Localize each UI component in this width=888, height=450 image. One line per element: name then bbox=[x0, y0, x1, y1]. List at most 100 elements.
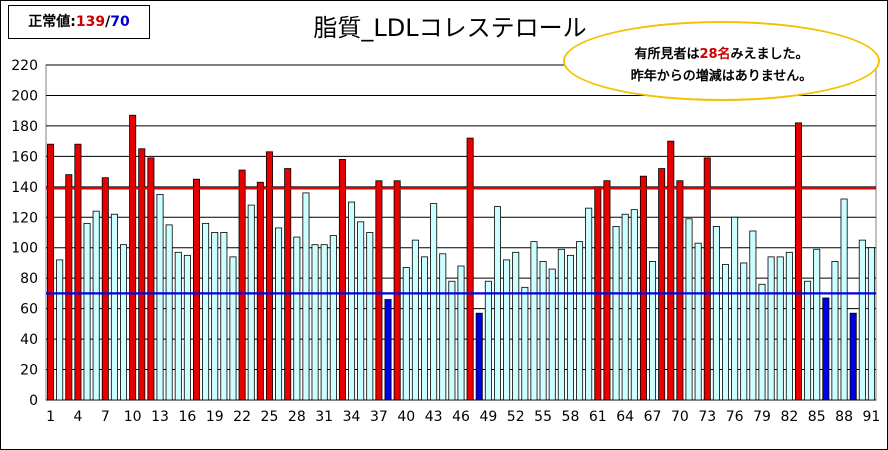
bar bbox=[822, 297, 830, 401]
y-tick-label: 60 bbox=[20, 302, 38, 318]
x-tick-label: 10 bbox=[124, 409, 142, 425]
bar bbox=[466, 137, 474, 401]
bar bbox=[320, 244, 328, 401]
x-tick-label: 82 bbox=[780, 409, 798, 425]
x-tick-label: 52 bbox=[507, 409, 525, 425]
y-tick-label: 120 bbox=[11, 210, 38, 226]
bar bbox=[174, 251, 182, 401]
x-tick-label: 34 bbox=[343, 409, 361, 425]
bar bbox=[366, 232, 374, 401]
normal-value-lower: 70 bbox=[110, 14, 130, 30]
bar bbox=[548, 268, 556, 401]
bar bbox=[658, 168, 666, 401]
bar bbox=[83, 222, 91, 401]
bar bbox=[393, 180, 401, 401]
bar bbox=[338, 159, 346, 401]
bar bbox=[293, 236, 301, 401]
findings-note: 有所見者は28名みえました。 昨年からの増減はありません。 bbox=[563, 21, 880, 101]
bar bbox=[129, 114, 137, 401]
bar bbox=[183, 254, 191, 401]
y-tick-label: 20 bbox=[20, 363, 38, 379]
bar bbox=[603, 180, 611, 401]
note-count: 28名 bbox=[699, 47, 731, 62]
bar bbox=[503, 259, 511, 401]
y-tick-label: 0 bbox=[29, 393, 38, 409]
bar bbox=[867, 247, 875, 401]
bar bbox=[165, 224, 173, 401]
bar bbox=[302, 192, 310, 401]
x-tick-label: 85 bbox=[808, 409, 826, 425]
bar bbox=[749, 230, 757, 401]
bar bbox=[722, 264, 730, 401]
x-tick-label: 46 bbox=[452, 409, 470, 425]
x-tick-label: 28 bbox=[288, 409, 306, 425]
bar bbox=[813, 248, 821, 401]
bar bbox=[667, 140, 675, 401]
bar bbox=[384, 299, 392, 401]
x-tick-label: 88 bbox=[835, 409, 853, 425]
bar bbox=[858, 239, 866, 401]
x-tick-label: 4 bbox=[73, 409, 82, 425]
x-tick-label: 70 bbox=[671, 409, 689, 425]
bar bbox=[275, 227, 283, 401]
y-tick-label: 160 bbox=[11, 149, 38, 165]
x-tick-label: 64 bbox=[616, 409, 634, 425]
bar bbox=[639, 175, 647, 401]
bar bbox=[484, 280, 492, 401]
x-tick-label: 73 bbox=[698, 409, 716, 425]
x-tick-label: 7 bbox=[101, 409, 110, 425]
x-tick-label: 16 bbox=[178, 409, 196, 425]
bar bbox=[329, 235, 337, 401]
bar bbox=[439, 253, 447, 401]
bar bbox=[357, 221, 365, 401]
bar bbox=[348, 201, 356, 401]
bar bbox=[202, 222, 210, 401]
bar bbox=[375, 180, 383, 401]
bar bbox=[238, 169, 246, 401]
bar bbox=[156, 194, 164, 401]
note-suffix: みえました。 bbox=[730, 47, 809, 62]
x-tick-label: 31 bbox=[315, 409, 333, 425]
bar bbox=[65, 174, 73, 401]
bar bbox=[585, 207, 593, 401]
note-prefix: 有所見者は bbox=[634, 47, 700, 62]
bar bbox=[685, 218, 693, 401]
bar bbox=[712, 226, 720, 401]
bar bbox=[576, 241, 584, 401]
bar bbox=[211, 232, 219, 401]
y-tick-label: 220 bbox=[11, 58, 38, 74]
bar bbox=[101, 177, 109, 401]
x-tick-label: 13 bbox=[151, 409, 169, 425]
bar bbox=[557, 248, 565, 401]
x-tick-label: 43 bbox=[425, 409, 443, 425]
x-tick-label: 76 bbox=[726, 409, 744, 425]
bar bbox=[56, 259, 64, 401]
bar bbox=[794, 122, 802, 401]
bar bbox=[421, 256, 429, 401]
bar bbox=[147, 157, 155, 401]
bar bbox=[767, 256, 775, 401]
y-tick-label: 40 bbox=[20, 332, 38, 348]
bar bbox=[831, 261, 839, 401]
chart-title: 脂質_LDLコレステロール bbox=[313, 14, 587, 42]
bar bbox=[676, 180, 684, 401]
bar bbox=[229, 256, 237, 401]
x-tick-label: 55 bbox=[534, 409, 552, 425]
bar bbox=[138, 148, 146, 401]
bar bbox=[840, 198, 848, 401]
normal-value-label: 正常値: bbox=[28, 14, 76, 30]
x-tick-label: 67 bbox=[644, 409, 662, 425]
bar bbox=[475, 312, 483, 401]
bar bbox=[849, 312, 857, 401]
bar bbox=[530, 241, 538, 401]
bar bbox=[612, 226, 620, 401]
bar bbox=[512, 251, 520, 401]
y-tick-label: 180 bbox=[11, 119, 38, 135]
bar bbox=[47, 143, 55, 401]
bar bbox=[493, 206, 501, 401]
bar bbox=[758, 283, 766, 401]
note-line2: 昨年からの増減はありません。 bbox=[630, 69, 813, 84]
bar bbox=[256, 181, 264, 401]
bar bbox=[411, 239, 419, 401]
